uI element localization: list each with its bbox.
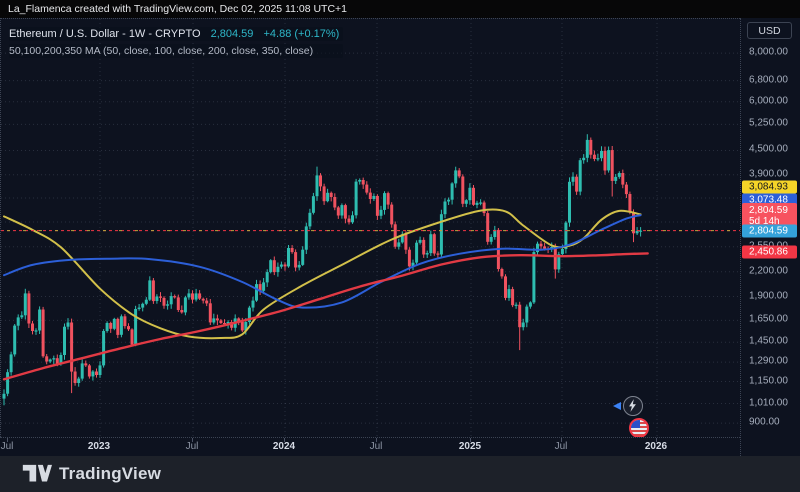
price-tick-label: 2,200.00 — [749, 265, 788, 277]
time-tick-year-label: 2025 — [458, 441, 482, 452]
time-tick-month-label: Jul — [369, 441, 383, 452]
symbol-legend-row[interactable]: Ethereum / U.S. Dollar - 1W - CRYPTO 2,8… — [9, 27, 344, 41]
price-tick-label: 1,010.00 — [749, 397, 788, 409]
flag-blue-corner — [631, 420, 640, 428]
ma50-badge: 3,084.93 — [742, 180, 797, 194]
time-tick-year-label: 2024 — [272, 441, 296, 452]
indicator-title: 50,100,200,350 MA — [9, 45, 101, 57]
lightning-event-icon[interactable] — [613, 396, 643, 416]
time-tick-mark — [470, 438, 471, 442]
last-price-value: 2,804.59 — [210, 28, 254, 40]
legend: Ethereum / U.S. Dollar - 1W - CRYPTO 2,8… — [9, 24, 344, 58]
time-tick-mark — [561, 438, 562, 442]
price-tick-label: 3,900.00 — [749, 168, 788, 180]
price-countdown-badge: 2,804.59 5d 14h — [742, 203, 797, 227]
price-tick-label: 1,150.00 — [749, 375, 788, 387]
price-tick-label: 4,500.00 — [749, 143, 788, 155]
time-tick-mark — [192, 438, 193, 442]
price-tick-label: 1,650.00 — [749, 313, 788, 325]
indicator-legend-row[interactable]: 50,100,200,350 MA (50, close, 100, close… — [9, 44, 344, 58]
time-tick-mark — [376, 438, 377, 442]
tradingview-mark-icon — [22, 464, 52, 482]
symbol-title: Ethereum / U.S. Dollar - 1W - CRYPTO — [9, 28, 201, 40]
last-price-badge: 2,804.59 — [742, 224, 797, 238]
chart-pane[interactable]: Ethereum / U.S. Dollar - 1W - CRYPTO 2,8… — [0, 18, 740, 437]
price-tick-label: 5,250.00 — [749, 117, 788, 129]
time-tick-month-label: Jul — [554, 441, 568, 452]
time-tick-month-label: Jul — [0, 441, 14, 452]
price-tick-label: 1,450.00 — [749, 335, 788, 347]
attribution-text: La_Flamenca created with TradingView.com… — [8, 3, 348, 15]
price-axis[interactable]: USD 8,000.00 6,800.00 6,000.00 5,250.00 4,50… — [740, 18, 800, 456]
time-axis[interactable]: Jul 2023 Jul 2024 Jul 2025 Jul 2026 — [0, 437, 740, 456]
indicator-params: (50, close, 100, close, 200, close, 350,… — [103, 45, 314, 57]
time-tick-year-label: 2023 — [87, 441, 111, 452]
currency-button[interactable]: USD — [747, 22, 792, 39]
time-tick-month-label: Jul — [185, 441, 199, 452]
price-tick-label: 6,000.00 — [749, 95, 788, 107]
tradingview-logo[interactable]: TradingView — [22, 463, 161, 485]
candlestick-chart[interactable] — [1, 19, 740, 437]
time-tick-year-label: 2026 — [644, 441, 668, 452]
chart-area: Ethereum / U.S. Dollar - 1W - CRYPTO 2,8… — [0, 18, 800, 456]
time-tick-mark — [284, 438, 285, 442]
time-tick-mark — [7, 438, 8, 442]
price-tick-label: 1,900.00 — [749, 290, 788, 301]
price-tick-label: 1,290.00 — [749, 355, 788, 367]
price-tick-label: 8,000.00 — [749, 46, 788, 58]
footer: TradingView — [0, 456, 800, 492]
price-change-value: +4.88 (+0.17%) — [263, 28, 340, 40]
ma200-badge: 2,450.86 — [742, 245, 797, 259]
us-flag-event-icon[interactable] — [629, 418, 649, 437]
lightning-bolt-glyph — [629, 399, 636, 412]
event-arrow-icon — [613, 402, 621, 410]
time-tick-mark — [656, 438, 657, 442]
price-tick-label: 900.00 — [749, 416, 780, 428]
time-tick-mark — [99, 438, 100, 442]
attribution-bar: La_Flamenca created with TradingView.com… — [0, 0, 800, 18]
price-tick-label: 6,800.00 — [749, 74, 788, 86]
tradingview-logo-text: TradingView — [59, 464, 162, 483]
